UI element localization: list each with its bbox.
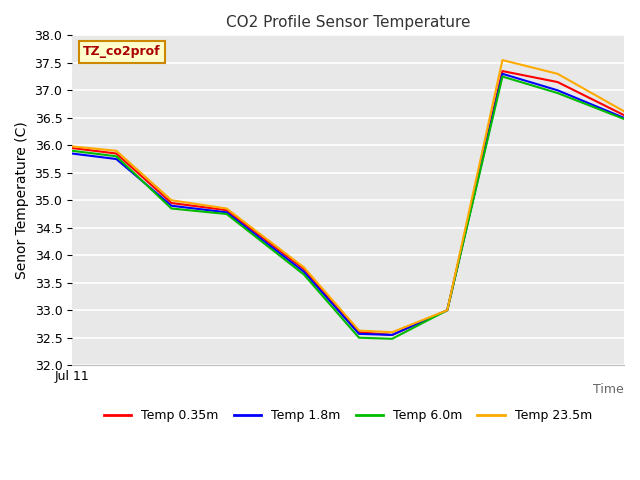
Temp 0.35m	[355, 329, 363, 335]
Temp 6.0m	[113, 154, 120, 159]
Temp 1.8m	[113, 156, 120, 162]
Temp 6.0m	[554, 90, 561, 96]
Temp 0.35m	[68, 145, 76, 151]
Temp 0.35m	[113, 151, 120, 156]
Line: Temp 6.0m: Temp 6.0m	[72, 77, 624, 339]
Temp 23.5m	[388, 329, 396, 335]
Temp 6.0m	[620, 116, 628, 122]
Temp 1.8m	[355, 331, 363, 337]
Temp 1.8m	[499, 71, 506, 77]
Temp 23.5m	[223, 205, 230, 211]
Temp 6.0m	[68, 148, 76, 154]
Temp 1.8m	[68, 151, 76, 156]
Temp 6.0m	[168, 205, 175, 211]
Temp 0.35m	[444, 307, 451, 313]
Temp 23.5m	[499, 57, 506, 63]
Temp 23.5m	[168, 197, 175, 203]
Legend: Temp 0.35m, Temp 1.8m, Temp 6.0m, Temp 23.5m: Temp 0.35m, Temp 1.8m, Temp 6.0m, Temp 2…	[99, 405, 597, 427]
Y-axis label: Senor Temperature (C): Senor Temperature (C)	[15, 121, 29, 279]
Temp 1.8m	[444, 307, 451, 313]
Temp 0.35m	[388, 332, 396, 338]
Temp 0.35m	[168, 200, 175, 206]
Temp 6.0m	[223, 211, 230, 217]
Temp 23.5m	[300, 264, 308, 270]
Text: TZ_co2prof: TZ_co2prof	[83, 45, 161, 58]
Temp 1.8m	[168, 203, 175, 209]
Temp 6.0m	[355, 335, 363, 341]
Temp 0.35m	[554, 79, 561, 85]
Temp 23.5m	[68, 144, 76, 149]
Temp 23.5m	[554, 71, 561, 77]
Text: Time: Time	[593, 384, 624, 396]
Temp 23.5m	[355, 328, 363, 334]
Title: CO2 Profile Sensor Temperature: CO2 Profile Sensor Temperature	[226, 15, 470, 30]
Temp 0.35m	[499, 68, 506, 74]
Temp 0.35m	[223, 207, 230, 213]
Temp 6.0m	[388, 336, 396, 342]
Line: Temp 0.35m: Temp 0.35m	[72, 71, 624, 335]
Temp 23.5m	[444, 307, 451, 313]
Temp 23.5m	[113, 148, 120, 154]
Temp 1.8m	[300, 269, 308, 275]
Temp 0.35m	[620, 112, 628, 118]
Temp 6.0m	[499, 74, 506, 80]
Line: Temp 1.8m: Temp 1.8m	[72, 74, 624, 335]
Temp 1.8m	[388, 332, 396, 338]
Temp 1.8m	[554, 87, 561, 93]
Line: Temp 23.5m: Temp 23.5m	[72, 60, 624, 332]
Temp 6.0m	[444, 307, 451, 313]
Temp 6.0m	[300, 272, 308, 277]
Temp 1.8m	[620, 115, 628, 120]
Temp 0.35m	[300, 266, 308, 272]
Temp 23.5m	[620, 108, 628, 114]
Temp 1.8m	[223, 209, 230, 215]
